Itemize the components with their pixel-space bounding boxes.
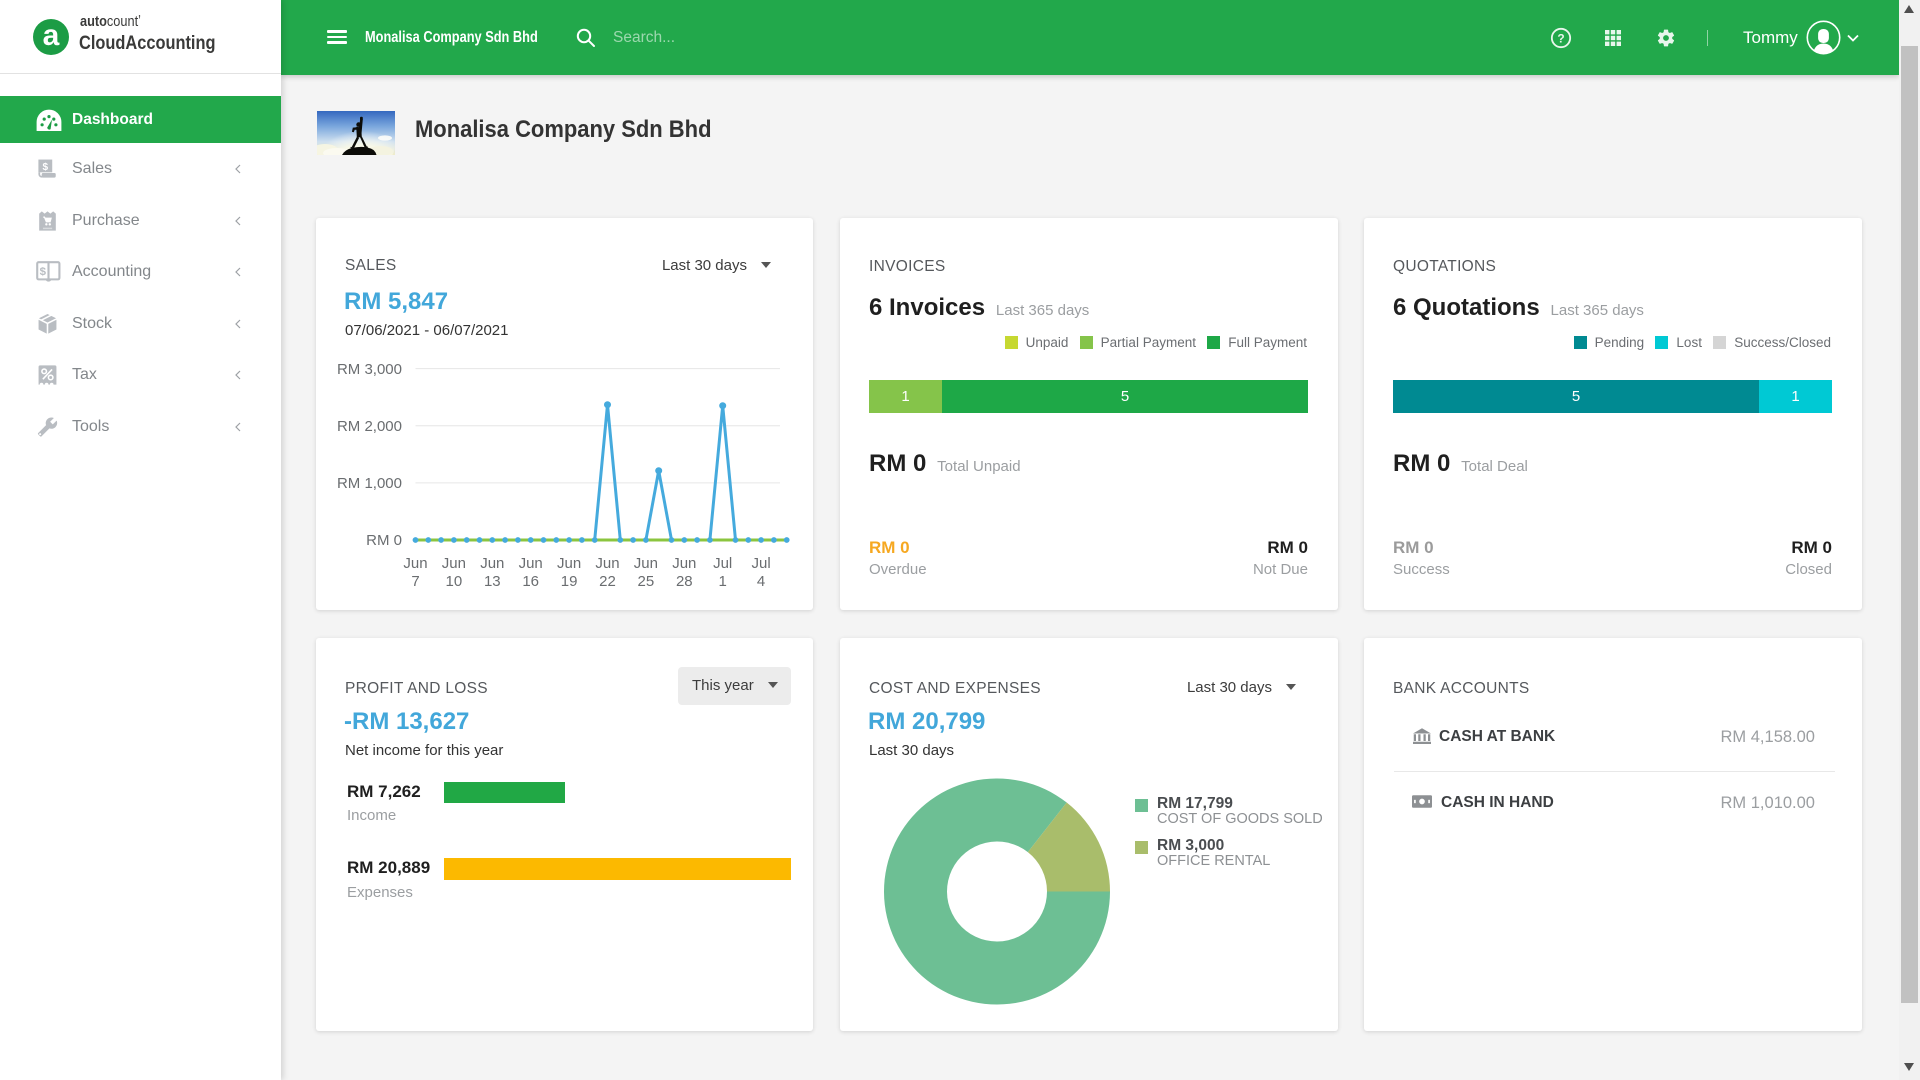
svg-text:28: 28 bbox=[676, 573, 693, 590]
svg-text:$: $ bbox=[43, 162, 49, 173]
svg-text:RM 1,000: RM 1,000 bbox=[337, 475, 402, 492]
svg-text:RM 3,000: RM 3,000 bbox=[337, 361, 402, 378]
svg-text:RM 0: RM 0 bbox=[366, 532, 402, 549]
svg-text:1: 1 bbox=[719, 573, 727, 590]
svg-text:Jun: Jun bbox=[442, 555, 466, 572]
svg-text:Jul: Jul bbox=[752, 555, 771, 572]
svg-text:Jun: Jun bbox=[403, 555, 427, 572]
svg-text:7: 7 bbox=[411, 573, 419, 590]
svg-text:22: 22 bbox=[599, 573, 616, 590]
svg-text:10: 10 bbox=[446, 573, 463, 590]
svg-text:Jun: Jun bbox=[519, 555, 543, 572]
svg-text:Jun: Jun bbox=[595, 555, 619, 572]
svg-text:Jun: Jun bbox=[480, 555, 504, 572]
svg-text:Jul: Jul bbox=[713, 555, 732, 572]
svg-text:16: 16 bbox=[522, 573, 539, 590]
svg-text:RM 2,000: RM 2,000 bbox=[337, 418, 402, 435]
svg-text:4: 4 bbox=[757, 573, 765, 590]
svg-text:Jun: Jun bbox=[634, 555, 658, 572]
svg-text:Jun: Jun bbox=[557, 555, 581, 572]
svg-text:$: $ bbox=[40, 266, 47, 278]
svg-text:?: ? bbox=[1557, 31, 1564, 45]
svg-text:Jun: Jun bbox=[672, 555, 696, 572]
svg-text:25: 25 bbox=[638, 573, 655, 590]
svg-text:19: 19 bbox=[561, 573, 578, 590]
svg-text:13: 13 bbox=[484, 573, 501, 590]
